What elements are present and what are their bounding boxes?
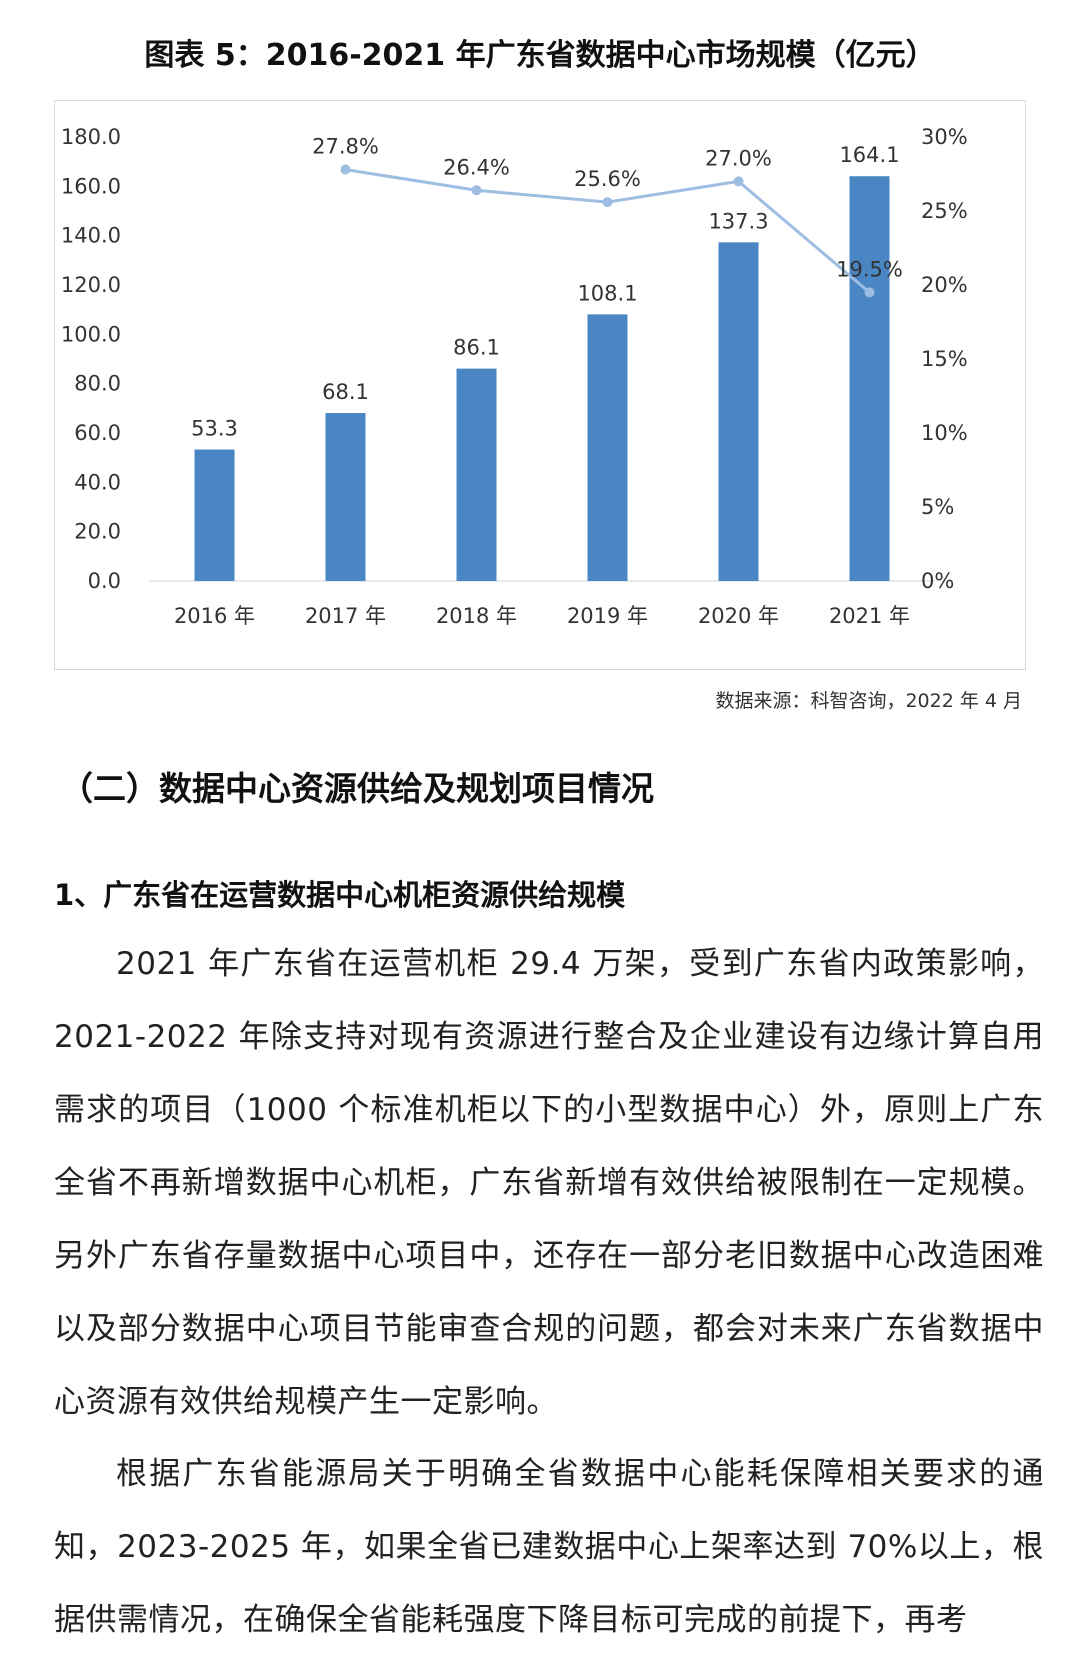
growth-rate-point: [602, 197, 613, 208]
x-tick-label: 2016 年: [174, 604, 255, 628]
chart-container: 0.0 20.0 40.0 60.0 80.0 100.0 120.0 140.0 160.0 1…: [54, 100, 1026, 670]
y-left-tick-label: 140.0: [61, 224, 121, 248]
section-title: （二）数据中心资源供给及规划项目情况: [60, 769, 654, 808]
y-left-tick-label: 20.0: [74, 520, 121, 544]
bar-value-label: 86.1: [453, 336, 500, 360]
growth-rate-label: 27.0%: [705, 146, 772, 170]
growth-rate-point: [471, 185, 482, 196]
figure-title: 图表 5：2016-2021 年广东省数据中心市场规模（亿元）: [144, 38, 936, 73]
y-left-tick-label: 60.0: [74, 421, 121, 445]
x-tick-label: 2019 年: [567, 604, 648, 628]
growth-rate-label: 19.5%: [836, 257, 903, 281]
data-source: 数据来源：科智咨询，2022 年 4 月: [715, 690, 1022, 712]
y-left-tick-label: 180.0: [61, 125, 121, 149]
bar-value-label: 53.3: [191, 417, 238, 441]
bar: [456, 368, 497, 581]
y-left-tick-label: 0.0: [88, 569, 121, 593]
growth-rate-point: [733, 176, 744, 187]
x-tick-label: 2018 年: [436, 604, 517, 628]
growth-rate-label: 27.8%: [312, 135, 379, 159]
x-tick-label: 2021 年: [829, 604, 910, 628]
bar: [325, 413, 366, 581]
growth-rate-label: 25.6%: [574, 167, 641, 191]
bar: [718, 242, 759, 581]
bar-value-label: 68.1: [322, 380, 369, 404]
y-right-tick-label: 0%: [921, 569, 954, 593]
growth-rate-point: [340, 164, 351, 175]
y-left-tick-label: 40.0: [74, 470, 121, 494]
y-right-tick-label: 10%: [921, 421, 968, 445]
bar-value-label: 164.1: [839, 143, 899, 167]
bar-value-label: 137.3: [708, 209, 768, 233]
bar-value-label: 108.1: [577, 281, 637, 305]
paragraph: 根据广东省能源局关于明确全省数据中心能耗保障相关要求的通知，2023-2025 …: [54, 1456, 1044, 1638]
growth-rate-label: 26.4%: [443, 155, 510, 179]
y-right-tick-label: 20%: [921, 273, 968, 297]
bar: [849, 176, 890, 581]
bar: [587, 314, 628, 581]
x-tick-label: 2017 年: [305, 604, 386, 628]
y-right-tick-label: 30%: [921, 125, 968, 149]
paragraph: 2021 年广东省在运营机柜 29.4 万架，受到广东省内政策影响，2021-2…: [54, 946, 1044, 1420]
y-left-tick-label: 100.0: [61, 322, 121, 346]
sub-title: 1、广东省在运营数据中心机柜资源供给规模: [54, 878, 626, 912]
y-right-tick-label: 25%: [921, 199, 968, 223]
y-right-tick-label: 15%: [921, 347, 968, 371]
x-tick-label: 2020 年: [698, 604, 779, 628]
y-left-tick-label: 120.0: [61, 273, 121, 297]
y-left-tick-label: 80.0: [74, 372, 121, 396]
growth-rate-point: [864, 287, 875, 298]
y-right-tick-label: 5%: [921, 495, 954, 519]
bar-line-chart: 0.0 20.0 40.0 60.0 80.0 100.0 120.0 140.0 160.0 1…: [61, 125, 968, 628]
y-left-tick-label: 160.0: [61, 174, 121, 198]
bar: [194, 449, 235, 581]
